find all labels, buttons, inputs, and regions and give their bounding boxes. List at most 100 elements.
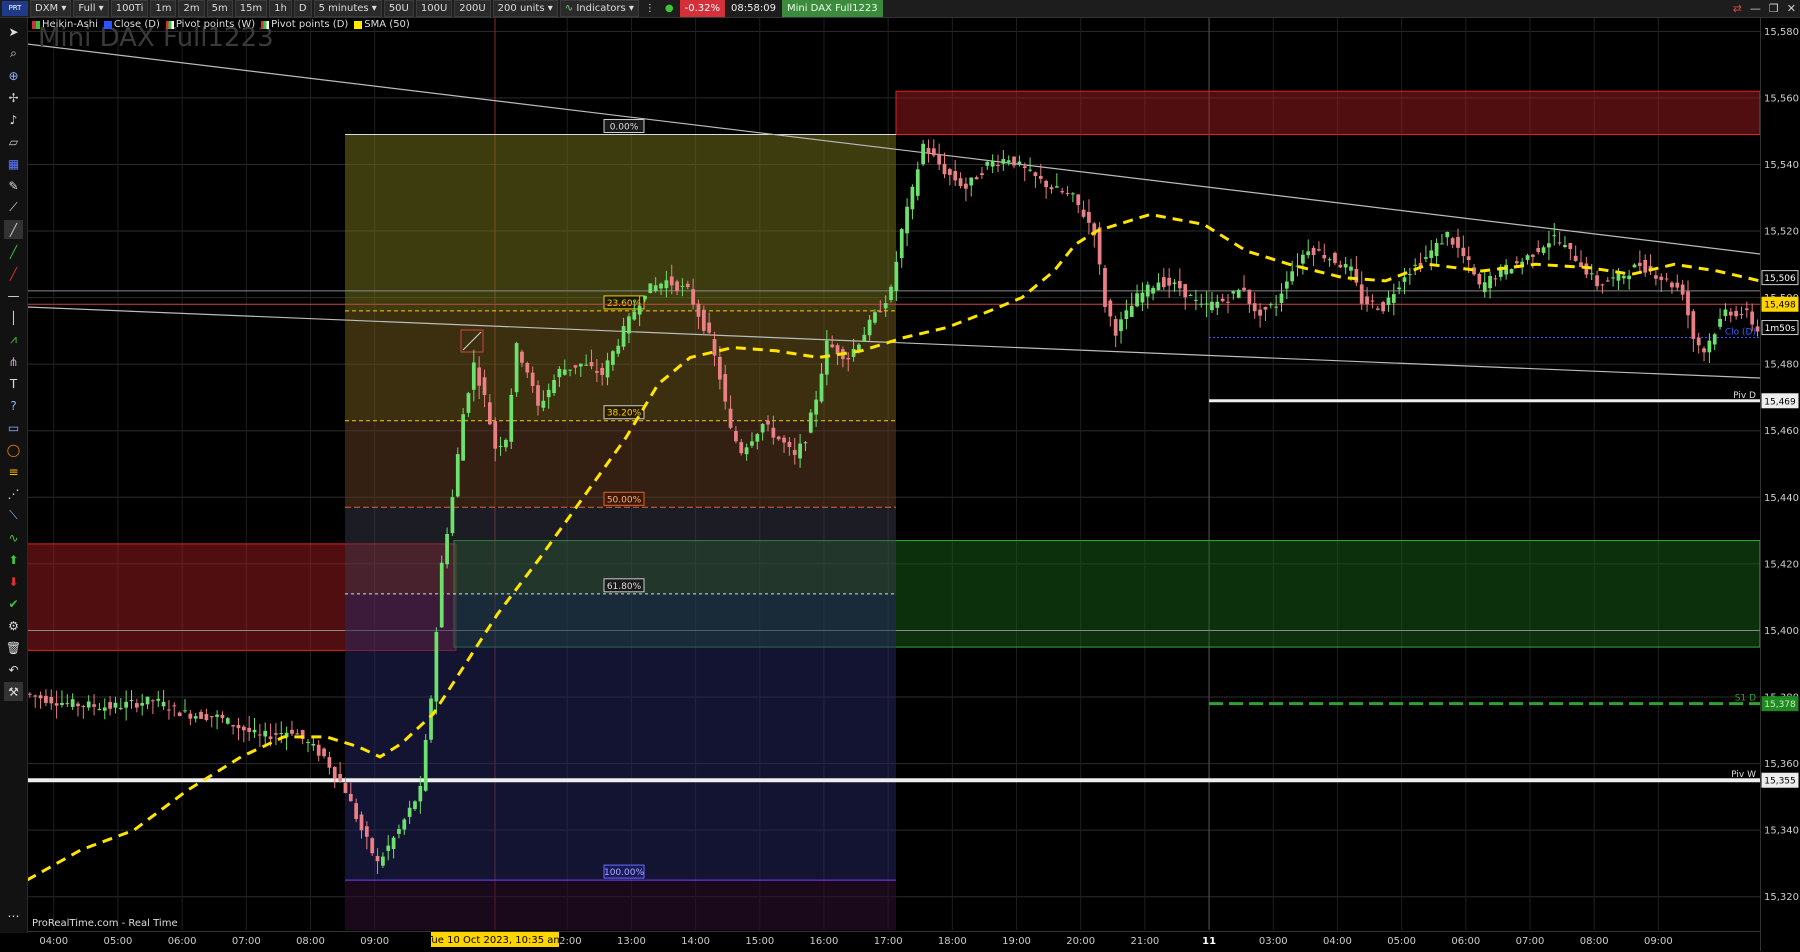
bell-icon[interactable]: ♪ [9,112,18,127]
timeframe-d[interactable]: D [293,0,312,17]
y-axis[interactable] [1760,18,1800,951]
question-icon[interactable]: ? [10,398,17,413]
candle [220,714,225,719]
candle [1135,293,1139,307]
candle [477,367,482,386]
candle [1413,264,1418,266]
candle [1145,284,1150,297]
settings-icon[interactable]: ⚒ [4,682,23,701]
candle [413,801,417,810]
timeframe-5m[interactable]: 5m [206,0,233,17]
candle [236,725,241,729]
candle [466,393,471,413]
legend-sma-50[interactable]: SMA (50) [354,19,410,30]
candle [1568,242,1573,250]
candle [1317,249,1321,251]
minimize-icon[interactable]: — [1749,2,1761,15]
indicators-button[interactable]: ∿ Indicators ▾ [559,0,639,17]
vertical-line-icon[interactable]: │ [9,310,18,325]
fib-label-box [603,491,645,506]
candle [701,309,706,331]
candle [1268,304,1273,306]
ellipse-icon[interactable]: ◯ [6,442,21,457]
horizontal-line-icon[interactable]: — [7,288,20,303]
pointer-icon[interactable]: ➤ [8,24,19,39]
indicator-legend: Heikin-Ashi Close (D) Pivot points (W) P… [32,19,410,30]
legend-pivot-w[interactable]: Pivot points (W) [165,19,255,30]
trash-icon[interactable]: 🗑 [5,640,22,655]
crosshair-icon[interactable]: ✢ [8,90,19,105]
candle [584,364,589,366]
candle [782,437,786,443]
fib-level-label: 61.80% [607,582,642,592]
restore-icon[interactable]: ❐ [1768,2,1779,15]
candle [846,357,851,360]
candle [889,286,893,300]
timeframe-2m[interactable]: 2m [178,0,205,17]
ruler-icon[interactable]: ▱ [8,134,19,149]
candle [1718,318,1722,327]
check-icon[interactable]: ✔ [8,596,19,611]
more-icon[interactable]: ⋮ [644,3,655,14]
units-50u[interactable]: 50U [383,0,414,17]
units-selector[interactable]: 200 units ▾ [492,0,558,17]
candle [969,177,974,186]
timeframe-1h[interactable]: 1h [269,0,292,17]
timeframe-15m[interactable]: 15m [234,0,268,17]
symbol-selector[interactable]: DXM ▾ [30,0,72,17]
timeframe-100ti[interactable]: 100Ti [110,0,149,17]
magnet-icon[interactable]: ⚙ [8,618,19,633]
candle [364,826,369,837]
legend-pivot-d[interactable]: Pivot points (D) [261,19,348,30]
candle [1723,309,1728,317]
candle [873,312,877,323]
fib-fan-icon[interactable]: ⋰ [7,486,20,501]
candle [1680,284,1685,295]
candle [1686,291,1690,316]
grid-icon[interactable]: ▦ [7,156,20,171]
line-icon[interactable]: ╱ [4,220,23,239]
gann-icon[interactable]: ⟍ [9,508,18,522]
fibonacci-icon[interactable]: ≡ [8,464,19,479]
expand-icon[interactable]: … [7,905,20,920]
candle [1060,191,1065,193]
legend-heikin-ashi[interactable]: Heikin-Ashi [32,19,98,30]
candle [49,696,54,704]
candle [937,154,942,165]
units-200u[interactable]: 200U [454,0,491,17]
line-red-icon[interactable]: ╱ [9,266,18,281]
period-selector[interactable]: 5 minutes ▾ [313,0,382,17]
candle [257,734,262,736]
units-100u[interactable]: 100U [415,0,453,17]
legend-close-d[interactable]: Close (D) [103,19,160,30]
undo-icon[interactable]: ↶ [8,662,19,677]
logo: PRT [2,1,28,16]
x-axis[interactable] [27,931,1760,952]
candle [471,362,476,390]
candle [744,447,749,455]
close-icon[interactable]: ✕ [1786,2,1796,15]
trendline-upper [26,43,1761,255]
arrow-up-icon[interactable]: ⬆ [8,552,19,567]
arrow-down-icon[interactable]: ⬇ [8,574,19,589]
timeframe-1m[interactable]: 1m [150,0,177,17]
line-green-icon[interactable]: ╱ [9,244,18,259]
fibonacci-retracement[interactable]: 0.00%23.60%38.20%50.00%61.80%100.00% [345,118,896,930]
channel-icon[interactable]: ⩘ [10,332,17,346]
pitchfork-icon[interactable]: ⋔ [8,354,19,369]
magnifier-icon[interactable]: ⊕ [8,68,19,83]
candle [252,729,257,733]
zoom-icon[interactable]: ⌕ [10,46,17,60]
candle [1129,305,1134,317]
candle [1621,275,1626,279]
wave-icon[interactable]: ∿ [8,530,19,545]
rectangle-icon[interactable]: ▭ [7,420,20,435]
candle [397,829,401,834]
candle [1402,277,1407,282]
view-selector[interactable]: Full ▾ [73,0,109,17]
pencil-icon[interactable]: ✎ [8,178,19,193]
segment-icon[interactable]: ⟋ [9,200,18,214]
text-icon[interactable]: T [9,376,18,391]
sync-icon[interactable]: ⇄ [1732,2,1742,15]
